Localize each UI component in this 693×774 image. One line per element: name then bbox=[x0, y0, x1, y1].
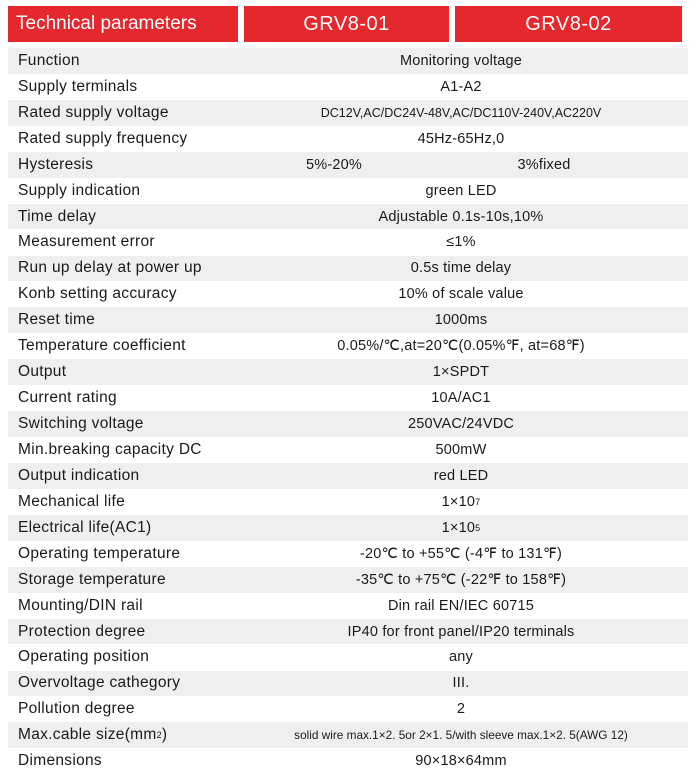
row-value: 500mW bbox=[435, 441, 487, 458]
row-label: Electrical life(AC1) bbox=[18, 518, 152, 536]
row-value: 1000ms bbox=[434, 312, 488, 329]
row-value: 0.05%/℃,at=20℃(0.05%℉, at=68℉) bbox=[337, 338, 585, 355]
row-label: Operating position bbox=[18, 648, 150, 666]
row-label: Konb setting accuracy bbox=[18, 285, 177, 303]
row-label: Dimensions bbox=[18, 752, 102, 770]
row-label: Min.breaking capacity DC bbox=[18, 440, 202, 458]
row-value: A1-A2 bbox=[440, 78, 482, 95]
row-value: 1×SPDT bbox=[432, 364, 490, 381]
row-value: Adjustable 0.1s-10s,10% bbox=[378, 208, 544, 225]
row-protection-degree: Protection degree IP40 for front panel/I… bbox=[8, 618, 688, 645]
row-run-up-delay: Run up delay at power up 0.5s time delay bbox=[8, 255, 688, 282]
row-storage-temperature: Storage temperature -35℃ to +75℃ (-22℉ t… bbox=[8, 566, 688, 593]
row-label: Supply indication bbox=[18, 181, 141, 199]
row-label-base: Max.cable size(mm bbox=[18, 726, 157, 744]
row-label: Max.cable size(mm 2) bbox=[18, 726, 168, 744]
row-value: ≤1% bbox=[446, 234, 476, 251]
technical-parameters-table: Technical parameters GRV8-01 GRV8-02 Fun… bbox=[8, 6, 688, 774]
row-value: 1×10 7 bbox=[441, 493, 481, 510]
row-label: Output bbox=[18, 363, 67, 381]
row-label: Overvoltage cathegory bbox=[18, 674, 181, 692]
row-function: Function Monitoring voltage bbox=[8, 48, 688, 74]
row-overvoltage-category: Overvoltage cathegory III. bbox=[8, 670, 688, 697]
row-operating-position: Operating position any bbox=[8, 644, 688, 671]
row-label: Current rating bbox=[18, 389, 117, 407]
header-model-grv8-02: GRV8-02 bbox=[455, 6, 682, 42]
row-measurement-error: Measurement error ≤1% bbox=[8, 229, 688, 256]
row-dimensions: Dimensions 90×18×64mm bbox=[8, 748, 688, 774]
row-mechanical-life: Mechanical life 1×10 7 bbox=[8, 488, 688, 515]
row-min-breaking-capacity: Min.breaking capacity DC 500mW bbox=[8, 437, 688, 463]
row-label: Output indication bbox=[18, 466, 140, 484]
row-value: 10% of scale value bbox=[398, 286, 524, 303]
row-switching-voltage: Switching voltage 250VAC/24VDC bbox=[8, 411, 688, 437]
row-label: Temperature coefficient bbox=[18, 337, 186, 355]
row-temperature-coefficient: Temperature coefficient 0.05%/℃,at=20℃(0… bbox=[8, 333, 688, 360]
row-value: 250VAC/24VDC bbox=[407, 416, 515, 433]
row-value: 90×18×64mm bbox=[415, 753, 507, 770]
row-label: Measurement error bbox=[18, 233, 155, 251]
row-label: Hysteresis bbox=[18, 155, 94, 173]
row-value: IP40 for front panel/IP20 terminals bbox=[347, 623, 575, 640]
row-value-split: 5%-20% 3%fixed bbox=[234, 152, 688, 178]
row-label: Switching voltage bbox=[18, 415, 144, 433]
row-value: 45Hz-65Hz,0 bbox=[417, 130, 505, 147]
row-value: green LED bbox=[425, 182, 497, 199]
parameter-rows: Function Monitoring voltage Supply termi… bbox=[8, 48, 688, 774]
row-label: Time delay bbox=[18, 207, 97, 225]
row-knob-setting-accuracy: Konb setting accuracy 10% of scale value bbox=[8, 281, 688, 308]
row-operating-temperature: Operating temperature -20℃ to +55℃ (-4℉ … bbox=[8, 540, 688, 567]
row-label: Mechanical life bbox=[18, 492, 126, 510]
row-label: Function bbox=[18, 51, 80, 69]
row-rated-supply-frequency: Rated supply frequency 45Hz-65Hz,0 bbox=[8, 125, 688, 152]
row-electrical-life: Electrical life(AC1) 1×10 5 bbox=[8, 514, 688, 541]
row-supply-terminals: Supply terminals A1-A2 bbox=[8, 73, 688, 100]
row-value: 2 bbox=[456, 701, 466, 718]
row-value-base: 1×10 bbox=[441, 519, 476, 536]
table-header: Technical parameters GRV8-01 GRV8-02 bbox=[8, 6, 688, 42]
row-value: any bbox=[449, 649, 473, 666]
row-value-grv8-01: 5%-20% bbox=[305, 156, 362, 173]
row-value: Din rail EN/IEC 60715 bbox=[387, 597, 535, 614]
row-value: 1×10 5 bbox=[441, 519, 481, 536]
row-value: III. bbox=[452, 675, 470, 692]
row-value: red LED bbox=[433, 467, 489, 484]
row-rated-supply-voltage: Rated supply voltage DC12V,AC/DC24V-48V,… bbox=[8, 99, 688, 126]
row-reset-time: Reset time 1000ms bbox=[8, 307, 688, 334]
row-label: Mounting/DIN rail bbox=[18, 596, 143, 614]
row-output-indication: Output indication red LED bbox=[8, 463, 688, 489]
header-model-grv8-01: GRV8-01 bbox=[244, 6, 449, 42]
row-label: Rated supply frequency bbox=[18, 129, 188, 147]
row-current-rating: Current rating 10A/AC1 bbox=[8, 385, 688, 411]
row-label: Storage temperature bbox=[18, 570, 166, 588]
row-value-base: 1×10 bbox=[441, 493, 476, 510]
row-output: Output 1×SPDT bbox=[8, 359, 688, 386]
row-label-end: ) bbox=[161, 726, 168, 744]
row-time-delay: Time delay Adjustable 0.1s-10s,10% bbox=[8, 203, 688, 230]
row-value-grv8-02: 3%fixed bbox=[517, 156, 571, 173]
row-value: 10A/AC1 bbox=[431, 390, 491, 407]
row-supply-indication: Supply indication green LED bbox=[8, 177, 688, 204]
row-label: Run up delay at power up bbox=[18, 259, 202, 277]
row-label: Rated supply voltage bbox=[18, 103, 169, 121]
row-pollution-degree: Pollution degree 2 bbox=[8, 696, 688, 723]
row-label: Pollution degree bbox=[18, 700, 135, 718]
row-value: 0.5s time delay bbox=[410, 260, 512, 277]
row-label: Protection degree bbox=[18, 622, 146, 640]
row-label: Operating temperature bbox=[18, 544, 181, 562]
row-value: -35℃ to +75℃ (-22℉ to 158℉) bbox=[355, 571, 567, 588]
row-value: solid wire max.1×2. 5or 2×1. 5/with slee… bbox=[294, 728, 628, 743]
row-value: -20℃ to +55℃ (-4℉ to 131℉) bbox=[360, 545, 562, 562]
row-value: DC12V,AC/DC24V-48V,AC/DC110V-240V,AC220V bbox=[320, 105, 602, 120]
header-title: Technical parameters bbox=[8, 6, 238, 42]
row-label: Supply terminals bbox=[18, 77, 138, 95]
row-max-cable-size: Max.cable size(mm 2) solid wire max.1×2. … bbox=[8, 722, 688, 749]
row-mounting-din-rail: Mounting/DIN rail Din rail EN/IEC 60715 bbox=[8, 592, 688, 619]
row-hysteresis: Hysteresis 5%-20% 3%fixed bbox=[8, 151, 688, 178]
row-value: Monitoring voltage bbox=[399, 52, 523, 69]
row-label: Reset time bbox=[18, 311, 96, 329]
